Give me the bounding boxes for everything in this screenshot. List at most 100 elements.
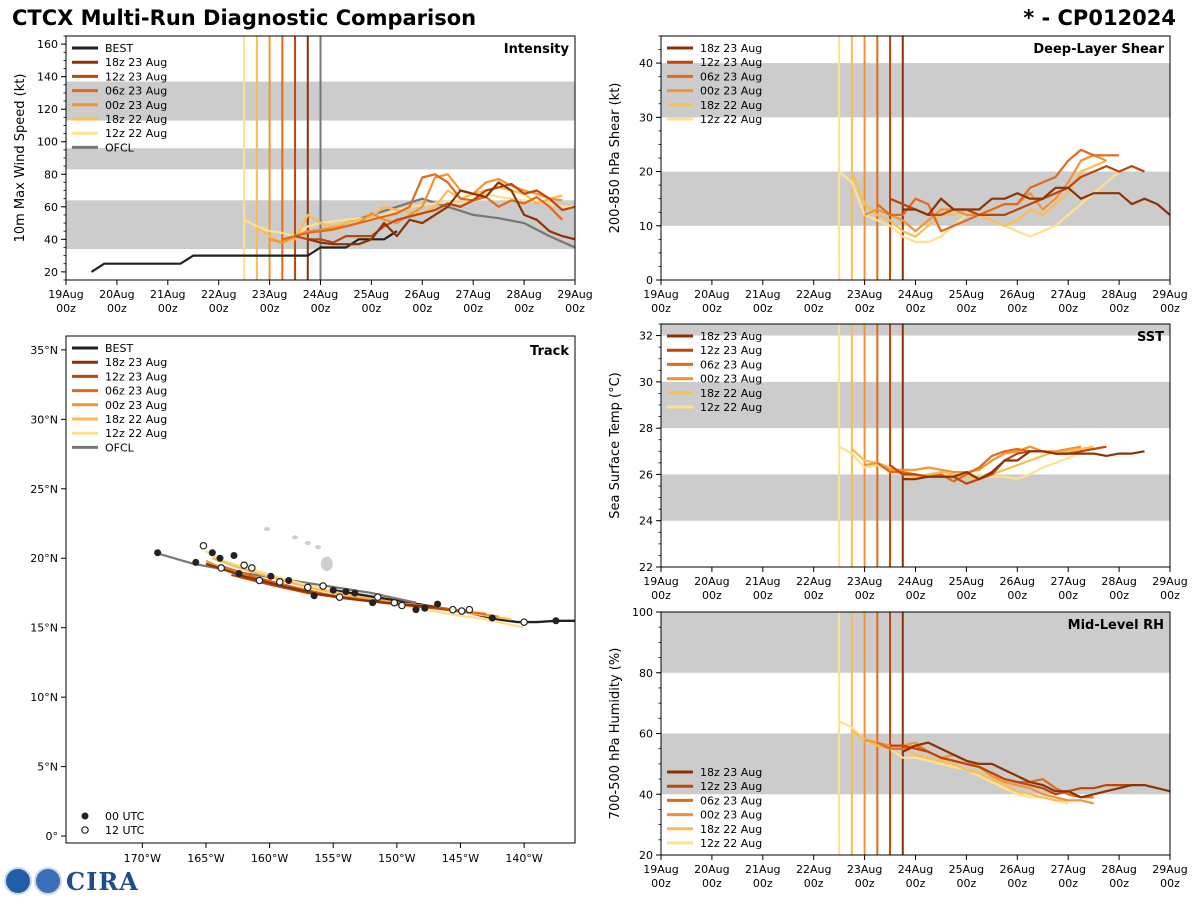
marker-00utc	[235, 570, 243, 578]
x-tick-label: 145°W	[442, 852, 479, 865]
panel-title: Track	[530, 344, 569, 359]
x-tick-label: 19Aug	[48, 288, 83, 301]
marker-12utc	[247, 564, 256, 572]
shaded-band	[661, 474, 1170, 521]
marker-12utc	[390, 598, 399, 607]
x-tick-label: 00z	[56, 302, 76, 315]
legend-label: 12z 22 Aug	[105, 127, 167, 140]
x-tick-label: 00z	[957, 877, 977, 890]
x-tick-label: 00z	[107, 302, 127, 315]
x-tick-label: 00z	[855, 589, 875, 602]
x-tick-label: 00z	[702, 589, 722, 602]
legend-label: 18z 23 Aug	[105, 356, 167, 369]
y-tick-label: 30	[639, 111, 653, 124]
marker-00utc	[310, 592, 318, 600]
y-tick-label: 80	[44, 168, 58, 181]
x-tick-label: 00z	[804, 589, 824, 602]
x-tick-label: 22Aug	[796, 288, 831, 301]
y-tick-label: 100	[37, 136, 58, 149]
y-tick-label: 0	[646, 274, 653, 287]
y-axis-label: 10m Max Wind Speed (kt)	[13, 74, 28, 243]
x-tick-label: 00z	[1160, 877, 1180, 890]
x-tick-label: 25Aug	[949, 288, 984, 301]
noaa-logo-icon	[4, 867, 32, 895]
y-tick-label: 100	[632, 606, 653, 619]
x-tick-label: 26Aug	[405, 288, 440, 301]
x-tick-label: 24Aug	[898, 863, 933, 876]
marker-00utc	[351, 589, 359, 597]
y-tick-label: 30	[639, 376, 653, 389]
x-tick-label: 27Aug	[455, 288, 490, 301]
legend-marker-00	[81, 812, 89, 820]
legend-label: 06z 23 Aug	[105, 385, 167, 398]
panel-title: Intensity	[504, 42, 570, 57]
y-tick-label: 60	[639, 728, 653, 741]
y-tick-label: 40	[639, 57, 653, 70]
x-tick-label: 24Aug	[898, 575, 933, 588]
panel-title: SST	[1137, 330, 1164, 345]
marker-00utc	[208, 549, 216, 557]
marker-00utc	[412, 606, 420, 614]
shaded-band	[661, 381, 1170, 429]
legend-label: 12z 23 Aug	[700, 56, 762, 69]
x-tick-label: 28Aug	[506, 288, 541, 301]
x-tick-label: 28Aug	[1101, 575, 1136, 588]
y-tick-label: 40	[639, 788, 653, 801]
legend-label: 18z 22 Aug	[105, 413, 167, 426]
island-shape	[314, 545, 321, 550]
plot-area	[66, 36, 575, 280]
x-tick-label: 23Aug	[847, 575, 882, 588]
x-tick-label: 00z	[412, 302, 432, 315]
marker-00utc	[552, 617, 560, 625]
legend-label: 18z 23 Aug	[105, 56, 167, 69]
x-tick-label: 00z	[362, 302, 382, 315]
marker-00utc	[154, 549, 162, 557]
x-tick-label: 25Aug	[949, 863, 984, 876]
x-tick-label: 00z	[514, 302, 534, 315]
x-tick-label: 19Aug	[643, 575, 678, 588]
x-tick-label: 00z	[1160, 589, 1180, 602]
x-tick-label: 27Aug	[1050, 288, 1085, 301]
panel-title: Mid-Level RH	[1068, 618, 1164, 633]
legend-label: 00 UTC	[105, 810, 145, 823]
marker-12utc	[398, 601, 406, 610]
marker-00utc	[230, 551, 238, 559]
y-tick-label: 10°N	[30, 691, 58, 704]
x-tick-label: 28Aug	[1101, 863, 1136, 876]
x-tick-label: 26Aug	[1000, 288, 1035, 301]
x-tick-label: 00z	[1109, 589, 1129, 602]
plot-area	[661, 324, 1170, 567]
legend-label: 06z 23 Aug	[700, 70, 762, 83]
legend-label: 18z 23 Aug	[700, 330, 762, 343]
series-line	[90, 230, 398, 273]
legend-label: 12z 22 Aug	[700, 837, 762, 850]
panel-title: Deep-Layer Shear	[1033, 42, 1164, 57]
island-shape	[304, 540, 311, 546]
x-tick-label: 00z	[651, 877, 671, 890]
x-tick-label: 155°W	[315, 852, 352, 865]
series-line	[890, 744, 1132, 796]
marker-00utc	[216, 554, 224, 562]
x-tick-label: 00z	[311, 302, 331, 315]
panel-shear: 01020304019Aug00z20Aug00z21Aug00z22Aug00…	[608, 35, 1188, 315]
marker-12utc	[449, 605, 457, 614]
x-tick-label: 00z	[1058, 302, 1078, 315]
x-tick-label: 23Aug	[252, 288, 287, 301]
x-tick-label: 21Aug	[150, 288, 185, 301]
marker-12utc	[217, 564, 226, 572]
legend-label: 12z 23 Aug	[700, 780, 762, 793]
plot-frame	[65, 335, 576, 844]
x-tick-label: 00z	[702, 877, 722, 890]
cira-logo: CIRA	[4, 866, 139, 896]
x-tick-label: 20Aug	[694, 863, 729, 876]
island-shape	[292, 535, 299, 540]
x-tick-label: 28Aug	[1101, 288, 1136, 301]
x-tick-label: 170°W	[124, 852, 161, 865]
legend-label: OFCL	[105, 141, 135, 154]
x-tick-label: 00z	[753, 302, 773, 315]
series-line	[902, 741, 1170, 799]
legend-label: 18z 22 Aug	[105, 113, 167, 126]
marker-12utc	[255, 576, 264, 585]
series-line	[282, 173, 564, 241]
y-tick-label: 20°N	[30, 552, 58, 565]
